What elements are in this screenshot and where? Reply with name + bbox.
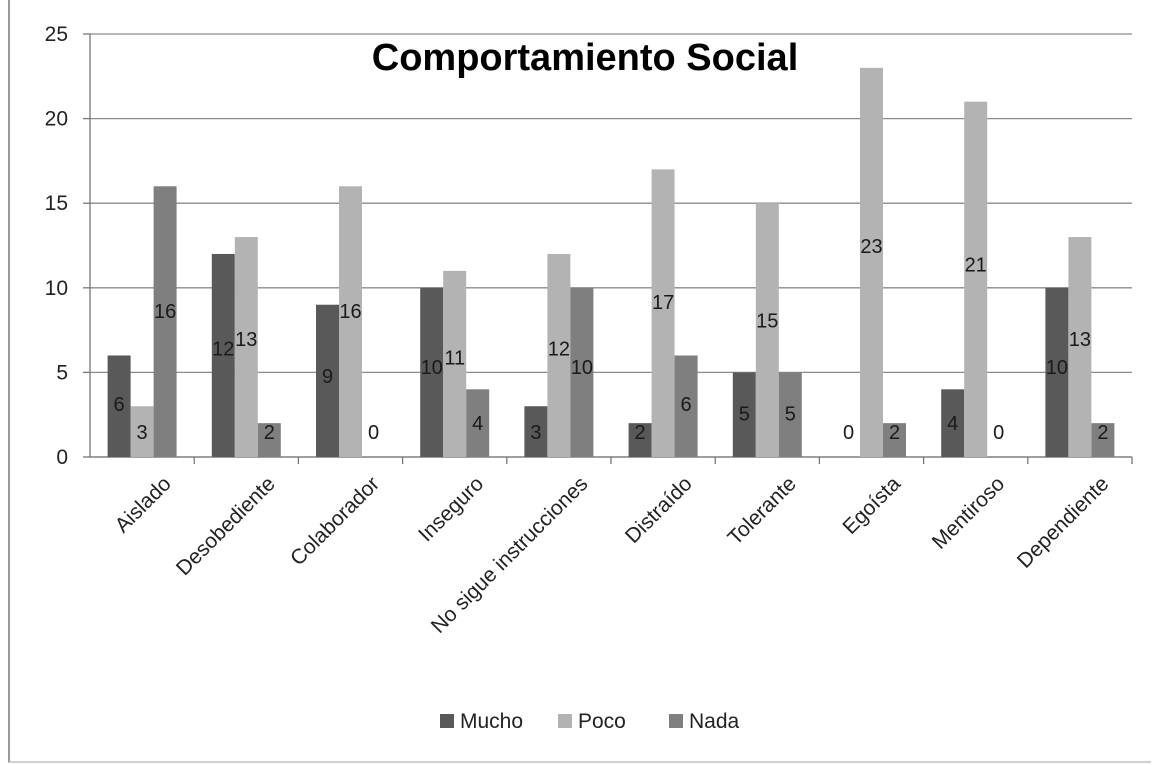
data-label: 21 (965, 255, 987, 277)
bar-poco (339, 186, 362, 457)
data-label: 12 (548, 338, 570, 360)
x-tick-label: Aislado (111, 472, 176, 537)
x-tick-label: Distraído (621, 472, 697, 548)
x-tick-label: Colaborador (286, 472, 384, 570)
bar-mucho (941, 389, 965, 457)
data-label: 0 (368, 422, 379, 444)
y-tick-label: 15 (45, 192, 68, 215)
data-label: 0 (993, 422, 1004, 444)
bar-mucho (1045, 287, 1069, 457)
data-label: 12 (212, 338, 234, 360)
y-tick-label: 0 (56, 446, 68, 469)
bar-poco (755, 203, 779, 457)
data-label: 17 (652, 292, 674, 314)
data-label: 4 (947, 413, 958, 435)
bar-mucho (420, 287, 444, 457)
legend-label-mucho: Mucho (460, 710, 523, 733)
data-label: 3 (137, 422, 148, 444)
bar-poco (547, 253, 571, 457)
bar-mucho (628, 423, 652, 457)
data-label: 2 (264, 422, 275, 444)
legend-label-poco: Poco (578, 710, 626, 733)
x-tick-label: Tolerante (723, 472, 800, 549)
data-label: 5 (785, 403, 796, 425)
data-label: 10 (1046, 357, 1068, 379)
legend-swatch-mucho (440, 714, 454, 728)
data-label: 6 (681, 394, 692, 416)
bar-nada (674, 355, 698, 457)
x-tick-label: Mentiroso (928, 472, 1009, 553)
data-label: 2 (889, 422, 900, 444)
y-tick-label: 25 (45, 23, 68, 46)
data-label: 13 (1069, 329, 1091, 351)
bar-nada (466, 389, 490, 457)
bar-mucho (211, 253, 235, 457)
data-label: 5 (739, 403, 750, 425)
x-tick-label: Egoísta (838, 472, 905, 539)
data-label: 10 (571, 357, 593, 379)
bar-mucho (524, 406, 548, 457)
bar-mucho (732, 372, 756, 457)
bar-nada (1091, 423, 1115, 457)
data-label: 3 (530, 422, 541, 444)
bar-nada (257, 423, 281, 457)
bar-nada (153, 186, 177, 457)
bar-nada (570, 287, 594, 457)
data-label: 15 (756, 310, 778, 332)
data-label: 2 (635, 422, 646, 444)
legend-swatch-poco (558, 714, 572, 728)
bar-nada (778, 372, 802, 457)
chart-title: Comportamiento Social (372, 37, 799, 79)
bar-mucho (107, 355, 131, 457)
data-label: 6 (114, 394, 125, 416)
bar-poco (860, 67, 883, 457)
data-label: 9 (322, 366, 333, 388)
y-tick-label: 20 (45, 108, 68, 131)
data-label: 4 (472, 413, 483, 435)
legend-swatch-nada (669, 714, 683, 728)
bar-poco (234, 237, 258, 457)
data-label: 11 (444, 348, 465, 370)
x-tick-label: Desobediente (172, 472, 280, 580)
bar-poco (130, 406, 154, 457)
data-label: 16 (339, 301, 361, 323)
bar-poco (964, 101, 988, 458)
data-label: 10 (421, 357, 443, 379)
bar-mucho (316, 304, 339, 457)
data-label: 13 (235, 329, 257, 351)
bar-poco (1068, 237, 1092, 457)
data-label: 0 (843, 422, 854, 444)
y-tick-label: 10 (45, 277, 68, 300)
data-label: 16 (154, 301, 176, 323)
data-label: 2 (1097, 422, 1108, 444)
data-label: 23 (860, 236, 882, 258)
legend-label-nada: Nada (689, 710, 740, 733)
bar-nada (883, 423, 906, 457)
y-tick-label: 5 (56, 361, 68, 384)
bar-poco (651, 169, 675, 458)
x-tick-label: Dependiente (1013, 472, 1113, 572)
x-tick-label: Inseguro (414, 472, 488, 546)
bar-poco (443, 270, 467, 457)
